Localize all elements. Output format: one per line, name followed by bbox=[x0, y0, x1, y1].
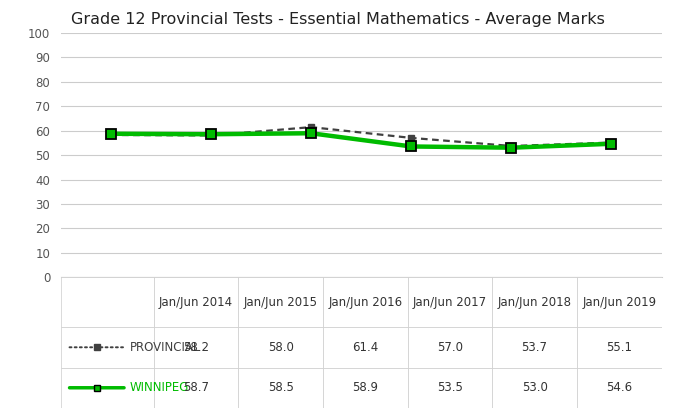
FancyBboxPatch shape bbox=[577, 277, 662, 327]
FancyBboxPatch shape bbox=[577, 327, 662, 368]
Text: 53.7: 53.7 bbox=[522, 341, 547, 354]
Text: 53.5: 53.5 bbox=[437, 381, 463, 394]
Text: 54.6: 54.6 bbox=[606, 381, 632, 394]
FancyBboxPatch shape bbox=[408, 277, 492, 327]
FancyBboxPatch shape bbox=[492, 277, 577, 327]
FancyBboxPatch shape bbox=[238, 327, 323, 368]
Text: PROVINCIAL: PROVINCIAL bbox=[130, 341, 200, 354]
Text: 58.5: 58.5 bbox=[268, 381, 294, 394]
Text: Jan/Jun 2014: Jan/Jun 2014 bbox=[159, 296, 234, 309]
Text: 61.4: 61.4 bbox=[352, 341, 379, 354]
Text: Jan/Jun 2018: Jan/Jun 2018 bbox=[497, 296, 572, 309]
FancyBboxPatch shape bbox=[323, 277, 408, 327]
Text: 58.2: 58.2 bbox=[183, 341, 209, 354]
FancyBboxPatch shape bbox=[61, 368, 154, 408]
Text: Jan/Jun 2017: Jan/Jun 2017 bbox=[413, 296, 487, 309]
FancyBboxPatch shape bbox=[154, 277, 238, 327]
FancyBboxPatch shape bbox=[323, 368, 408, 408]
FancyBboxPatch shape bbox=[408, 327, 492, 368]
Text: Jan/Jun 2016: Jan/Jun 2016 bbox=[328, 296, 402, 309]
Text: 58.9: 58.9 bbox=[352, 381, 379, 394]
Text: 58.0: 58.0 bbox=[268, 341, 294, 354]
FancyBboxPatch shape bbox=[154, 327, 238, 368]
FancyBboxPatch shape bbox=[238, 368, 323, 408]
FancyBboxPatch shape bbox=[61, 277, 154, 327]
FancyBboxPatch shape bbox=[492, 368, 577, 408]
FancyBboxPatch shape bbox=[492, 327, 577, 368]
Text: 53.0: 53.0 bbox=[522, 381, 547, 394]
FancyBboxPatch shape bbox=[238, 277, 323, 327]
FancyBboxPatch shape bbox=[323, 327, 408, 368]
Text: 58.7: 58.7 bbox=[183, 381, 209, 394]
Text: Jan/Jun 2019: Jan/Jun 2019 bbox=[582, 296, 656, 309]
FancyBboxPatch shape bbox=[154, 368, 238, 408]
FancyBboxPatch shape bbox=[61, 327, 154, 368]
Text: 57.0: 57.0 bbox=[437, 341, 463, 354]
Text: Jan/Jun 2015: Jan/Jun 2015 bbox=[244, 296, 318, 309]
Text: Grade 12 Provincial Tests - Essential Mathematics - Average Marks: Grade 12 Provincial Tests - Essential Ma… bbox=[71, 12, 604, 27]
FancyBboxPatch shape bbox=[577, 368, 662, 408]
Text: WINNIPEG: WINNIPEG bbox=[130, 381, 189, 394]
Text: 55.1: 55.1 bbox=[606, 341, 632, 354]
FancyBboxPatch shape bbox=[408, 368, 492, 408]
